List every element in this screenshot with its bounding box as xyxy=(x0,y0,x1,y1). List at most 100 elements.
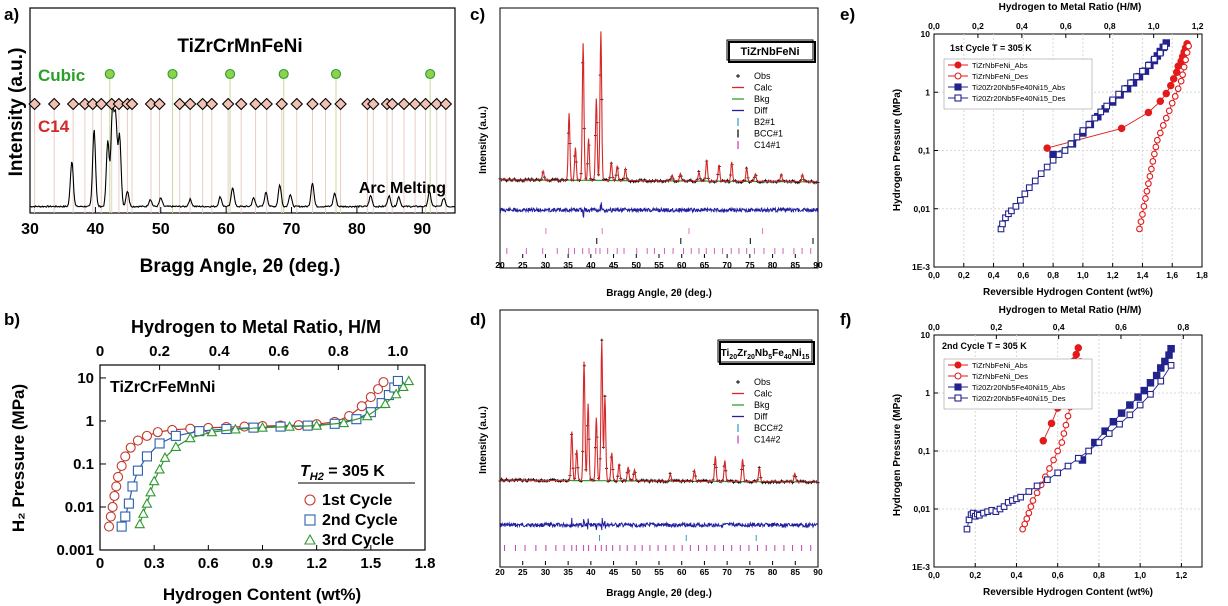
data-point xyxy=(1091,114,1099,122)
data-point xyxy=(1167,344,1175,353)
panel-a-frame xyxy=(29,7,456,214)
legend-label: B2#1 xyxy=(754,117,775,127)
panel-b-series xyxy=(103,375,415,532)
panel-f-legend: TiZrNbFeNi_Abs TiZrNbFeNi_Des Ti20Zr20Nb5F… xyxy=(943,358,1093,410)
x-tick-label: 1,8 xyxy=(1196,270,1208,280)
data-point xyxy=(134,518,146,529)
x-tick-label: 90 xyxy=(813,260,823,270)
legend-swatch-marker xyxy=(954,72,962,80)
data-point xyxy=(1126,411,1134,419)
x-tick-label: 35 xyxy=(563,260,573,270)
data-point xyxy=(1172,68,1181,77)
c14-marker xyxy=(183,97,197,111)
panel-f: f) Hydrogen to Metal Ratio (H/M) 0,0 0,2 0… xyxy=(840,305,1203,598)
data-point xyxy=(365,391,376,403)
panel-a-title: TiZrCrMnFeNi xyxy=(177,36,302,57)
data-point xyxy=(1147,390,1154,398)
data-point xyxy=(1021,190,1029,198)
x-tick-label: 0.6 xyxy=(198,555,219,572)
cubic-marker xyxy=(330,68,342,80)
panel-d-sample-box-shadow xyxy=(719,341,815,365)
data-point xyxy=(111,481,122,492)
panel-a-reference-lines xyxy=(34,74,447,213)
data-point xyxy=(1182,56,1189,64)
legend-swatch-marker xyxy=(954,83,962,91)
data-point xyxy=(379,398,391,408)
legend-label: Diff xyxy=(754,106,768,116)
legend-label-c14: C14 xyxy=(38,117,70,136)
data-point xyxy=(1136,401,1144,409)
data-point xyxy=(1115,90,1122,98)
top-x-tick-label: 0,0 xyxy=(928,21,940,31)
panel-a-phase-markers xyxy=(28,68,453,111)
data-point xyxy=(1143,187,1151,195)
panel-f-top-axis-label: Hydrogen to Metal Ratio (H/M) xyxy=(999,305,1142,316)
panel-c-frame xyxy=(499,7,819,269)
panel-b-top-axis-label: Hydrogen to Metal Ratio, H/M xyxy=(131,317,381,337)
x-tick-label: 60 xyxy=(677,567,687,577)
x-tick-label: 75 xyxy=(745,260,755,270)
legend-label: TiZrNbFeNi_Abs xyxy=(972,61,1028,70)
legend-label: TiZrNbFeNi_Abs xyxy=(972,361,1028,370)
data-point xyxy=(1151,55,1158,63)
x-tick-label: 65 xyxy=(700,567,710,577)
data-point xyxy=(1012,202,1020,210)
data-point xyxy=(1017,493,1024,501)
data-point xyxy=(1134,393,1142,401)
x-tick-label: 0.3 xyxy=(144,555,165,572)
x-tick-label: 25 xyxy=(518,260,528,270)
c14-marker xyxy=(385,97,399,111)
data-point xyxy=(1033,489,1041,497)
c14-marker xyxy=(275,97,289,111)
legend-label: BCC#1 xyxy=(754,129,783,139)
data-point xyxy=(1054,447,1062,455)
legend-label: C14#1 xyxy=(754,140,781,150)
x-tick-label: 35 xyxy=(563,567,573,577)
top-x-tick-label: 0,4 xyxy=(1053,322,1065,332)
data-point xyxy=(113,471,124,482)
data-point xyxy=(1121,85,1128,93)
data-point xyxy=(1043,163,1051,171)
data-point xyxy=(1180,63,1188,71)
legend-box xyxy=(943,58,1093,110)
data-point xyxy=(145,486,156,497)
data-point xyxy=(116,521,127,532)
c14-marker xyxy=(112,97,126,111)
panel-d-plot xyxy=(498,338,820,551)
data-point xyxy=(361,410,373,421)
data-point xyxy=(221,423,232,435)
legend-title-value: = 305 K xyxy=(324,463,385,480)
x-tick-label: 50 xyxy=(632,567,642,577)
sample-label-part: 15 xyxy=(802,354,810,361)
data-point xyxy=(1027,503,1035,510)
x-tick-label: 90 xyxy=(813,567,823,577)
x-tick-label: 55 xyxy=(654,260,664,270)
data-point xyxy=(390,388,402,399)
panel-e-plot: 0,0 0,2 0,4 0,6 0,8 1,0 1,2 1,4 1,6 1,81E-30,010,… xyxy=(912,21,1208,280)
data-point xyxy=(1062,421,1070,429)
x-tick-label: 65 xyxy=(700,260,710,270)
data-point xyxy=(1025,184,1033,192)
x-tick-label: 0,0 xyxy=(928,270,940,280)
c14-marker xyxy=(86,97,100,111)
c14-marker xyxy=(249,97,262,111)
c14-marker xyxy=(439,97,453,111)
data-point xyxy=(107,501,118,513)
x-tick-label: 60 xyxy=(677,260,687,270)
y-tick-label: 0.001 xyxy=(56,542,94,559)
x-tick-label: 90 xyxy=(413,221,431,238)
top-x-tick-label: 0,8 xyxy=(1104,21,1116,31)
data-point xyxy=(1168,99,1176,107)
panel-e: e) Hydrogen to Metal Ratio (H/M) 0,0 0,2 0… xyxy=(840,2,1208,298)
data-point xyxy=(1033,482,1041,490)
data-point xyxy=(1043,144,1051,152)
legend-label: TiZrNbFeNi_Des xyxy=(972,72,1028,81)
legend-label: Ti20Zr20Nb5Fe40Ni15_Des xyxy=(972,94,1066,103)
data-point xyxy=(1156,97,1165,106)
data-point xyxy=(1148,165,1155,173)
data-point xyxy=(1152,371,1161,380)
legend-label: Obs xyxy=(754,377,771,387)
panel-b-title: TiZrCrFeMnNi xyxy=(110,379,215,396)
x-tick-label: 20 xyxy=(495,567,505,577)
